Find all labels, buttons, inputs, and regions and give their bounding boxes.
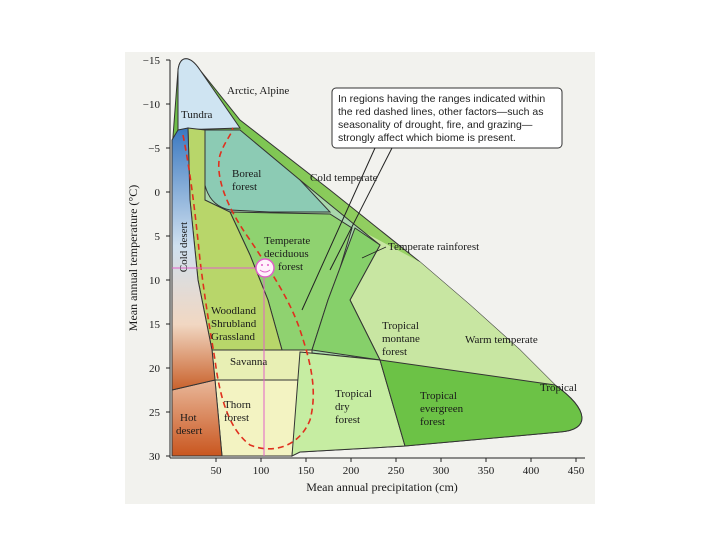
x-tick-label: 50 [211, 465, 223, 477]
callout-text: In regions having the ranges indicated w… [338, 93, 545, 105]
tropical-montane-zone [311, 227, 381, 361]
biome-label-temperate-deciduous: Temperate [264, 235, 310, 247]
tropical-dry-zone [291, 351, 406, 457]
smiley-marker [255, 258, 275, 278]
y-tick-label: 30 [149, 451, 161, 463]
y-tick-label: 15 [149, 319, 161, 331]
biome-label-woodland: Woodland [211, 305, 256, 317]
biome-label-cold-desert: Cold desert [178, 222, 190, 272]
biome-label-woodland: Grassland [211, 331, 255, 343]
biome-label-tropical-montane: montane [382, 333, 420, 345]
biome-label-savanna: Savanna [230, 356, 267, 368]
x-ticks: 50 100 150 200 250 300 350 400 450 [211, 458, 585, 477]
x-tick-label: 400 [523, 465, 540, 477]
biome-label-boreal: forest [232, 181, 257, 193]
callout-text: strongly affect which biome is present. [338, 132, 516, 144]
x-axis-title: Mean annual precipitation (cm) [306, 480, 458, 494]
zone-label-tropical: Tropical [540, 382, 577, 394]
x-tick-label: 200 [343, 465, 360, 477]
biome-label-tropical-montane: forest [382, 346, 407, 358]
zone-label-temperate-rainforest: Temperate rainforest [388, 241, 479, 253]
y-tick-label: 25 [149, 407, 161, 419]
biome-label-tropical-dry: dry [335, 401, 350, 413]
x-tick-label: 350 [478, 465, 495, 477]
red-dashed-boundary [182, 127, 315, 450]
y-tick-label: −15 [143, 55, 161, 67]
y-tick-label: −10 [143, 99, 161, 111]
x-tick-label: 450 [568, 465, 585, 477]
callout: In regions having the ranges indicated w… [301, 87, 563, 311]
biome-label-tropical-dry: Tropical [335, 388, 372, 400]
zone-label-warm-temperate: Warm temperate [465, 334, 538, 346]
y-tick-label: 0 [155, 187, 161, 199]
biome-label-boreal: Boreal [232, 168, 261, 180]
y-ticks: −15 −10 −5 0 5 10 15 20 25 30 [143, 55, 170, 463]
tundra-zone [177, 58, 241, 131]
biome-label-temperate-deciduous: forest [278, 261, 303, 273]
y-tick-label: −5 [148, 143, 160, 155]
y-axis-title: Mean annual temperature (°C) [126, 185, 140, 331]
zone-label-cold-temperate: Cold temperate [310, 172, 378, 184]
biome-label-temperate-deciduous: deciduous [264, 248, 309, 260]
biome-label-tropical-evergreen: evergreen [420, 403, 464, 415]
biome-label-woodland: Shrubland [211, 318, 257, 330]
zone-label-arctic: Arctic, Alpine [227, 85, 289, 97]
biome-label-tropical-dry: forest [335, 414, 360, 426]
y-tick-label: 20 [149, 363, 161, 375]
y-tick-label: 10 [149, 275, 161, 287]
biome-label-thorn: Thorn [224, 399, 251, 411]
callout-text: seasonality of drought, fire, and grazin… [338, 119, 533, 131]
y-tick-label: 5 [155, 231, 161, 243]
biome-label-tropical-montane: Tropical [382, 320, 419, 332]
biome-label-tropical-evergreen: Tropical [420, 390, 457, 402]
cold-desert-zone [171, 127, 216, 391]
callout-text: the red dashed lines, other factors—such… [338, 106, 543, 118]
tropical-evergreen-zone [379, 359, 583, 447]
biome-label-hot-desert: desert [176, 425, 202, 437]
x-tick-label: 150 [298, 465, 315, 477]
x-tick-label: 250 [388, 465, 405, 477]
warm-temperate-zone [350, 230, 555, 385]
biome-label-hot-desert: Hot [180, 412, 197, 424]
biome-label-tropical-evergreen: forest [420, 416, 445, 428]
biome-label-tundra: Tundra [181, 109, 212, 121]
leader-line-rainforest [361, 246, 387, 259]
biome-label-thorn: forest [224, 412, 249, 424]
x-tick-label: 100 [253, 465, 270, 477]
x-tick-label: 300 [433, 465, 450, 477]
